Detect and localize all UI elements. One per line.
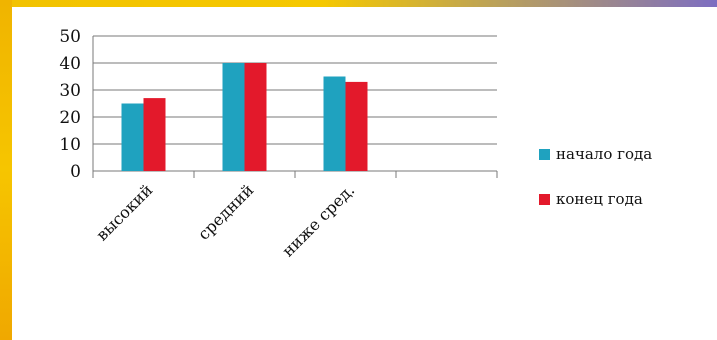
legend-item-1: конец года [539,189,652,209]
legend-swatch-1 [539,193,550,205]
bar-start-0 [121,103,144,171]
category-labels: высокий средний ниже сред. [92,180,358,260]
legend-label-1: конец года [556,190,643,208]
slide-side-band [0,0,12,340]
category-label-1: средний [194,180,257,243]
bar-start-1 [222,63,245,171]
bar-end-0 [143,98,166,171]
bar-end-2 [345,81,368,171]
bar-start-2 [323,76,346,171]
legend: начало года конец года [539,144,652,234]
y-tick-label-0: 0 [70,162,81,182]
y-tick-label-20: 20 [59,108,81,128]
chart-panel: 0 10 20 30 40 50 высокий средний ниже сред. нач… [12,7,717,340]
y-tick-label-40: 40 [59,54,81,74]
bars [121,63,368,171]
y-tick-label-10: 10 [59,135,81,155]
category-label-2: ниже сред. [278,180,358,260]
y-tick-labels: 0 10 20 30 40 50 [59,27,81,182]
y-tick-label-50: 50 [59,27,81,47]
legend-label-0: начало года [556,145,653,163]
bar-end-1 [244,63,267,171]
bar-chart: 0 10 20 30 40 50 высокий средний ниже сред. [59,27,498,260]
y-tick-label-30: 30 [59,81,81,101]
legend-swatch-0 [539,148,550,160]
category-label-0: высокий [92,180,156,244]
legend-item-0: начало года [539,144,652,164]
